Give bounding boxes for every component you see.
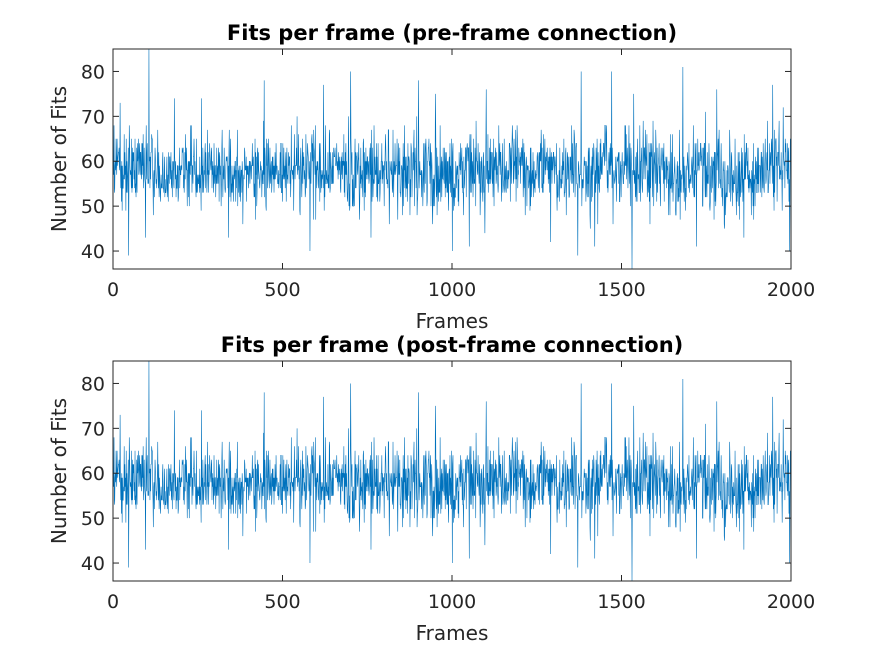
x-tick-label: 1500 [597, 279, 645, 301]
y-tick-label: 60 [81, 151, 105, 173]
x-tick-label: 500 [264, 591, 300, 613]
chart-title: Fits per frame (post-frame connection) [221, 333, 684, 357]
y-tick-label: 40 [81, 241, 105, 263]
x-tick-label: 2000 [767, 279, 815, 301]
series-line [113, 361, 791, 581]
x-tick-label: 2000 [767, 591, 815, 613]
chart-post-frame-connection: 0 500 1000 1500 2000 40 50 60 70 80 Fits per frame… [47, 333, 815, 645]
x-tick-label: 0 [107, 279, 119, 301]
y-tick-label: 50 [81, 508, 105, 530]
y-tick-label: 60 [81, 463, 105, 485]
x-tick-label: 1000 [428, 279, 476, 301]
x-axis-label: Frames [416, 309, 489, 333]
y-axis-label: Number of Fits [47, 86, 71, 232]
x-tick-label: 0 [107, 591, 119, 613]
y-tick-label: 80 [81, 373, 105, 395]
x-tick-label: 500 [264, 279, 300, 301]
y-tick-label: 50 [81, 196, 105, 218]
y-tick-label: 70 [81, 418, 105, 440]
x-axis-label: Frames [416, 621, 489, 645]
chart-pre-frame-connection: 0 500 1000 1500 2000 40 50 60 70 80 Fits per frame… [47, 21, 815, 333]
x-tick-label: 1500 [597, 591, 645, 613]
y-tick-label: 70 [81, 106, 105, 128]
y-tick-label: 80 [81, 61, 105, 83]
series-line [113, 49, 791, 269]
y-tick-label: 40 [81, 553, 105, 575]
y-axis-label: Number of Fits [47, 398, 71, 544]
x-tick-label: 1000 [428, 591, 476, 613]
chart-title: Fits per frame (pre-frame connection) [227, 21, 677, 45]
